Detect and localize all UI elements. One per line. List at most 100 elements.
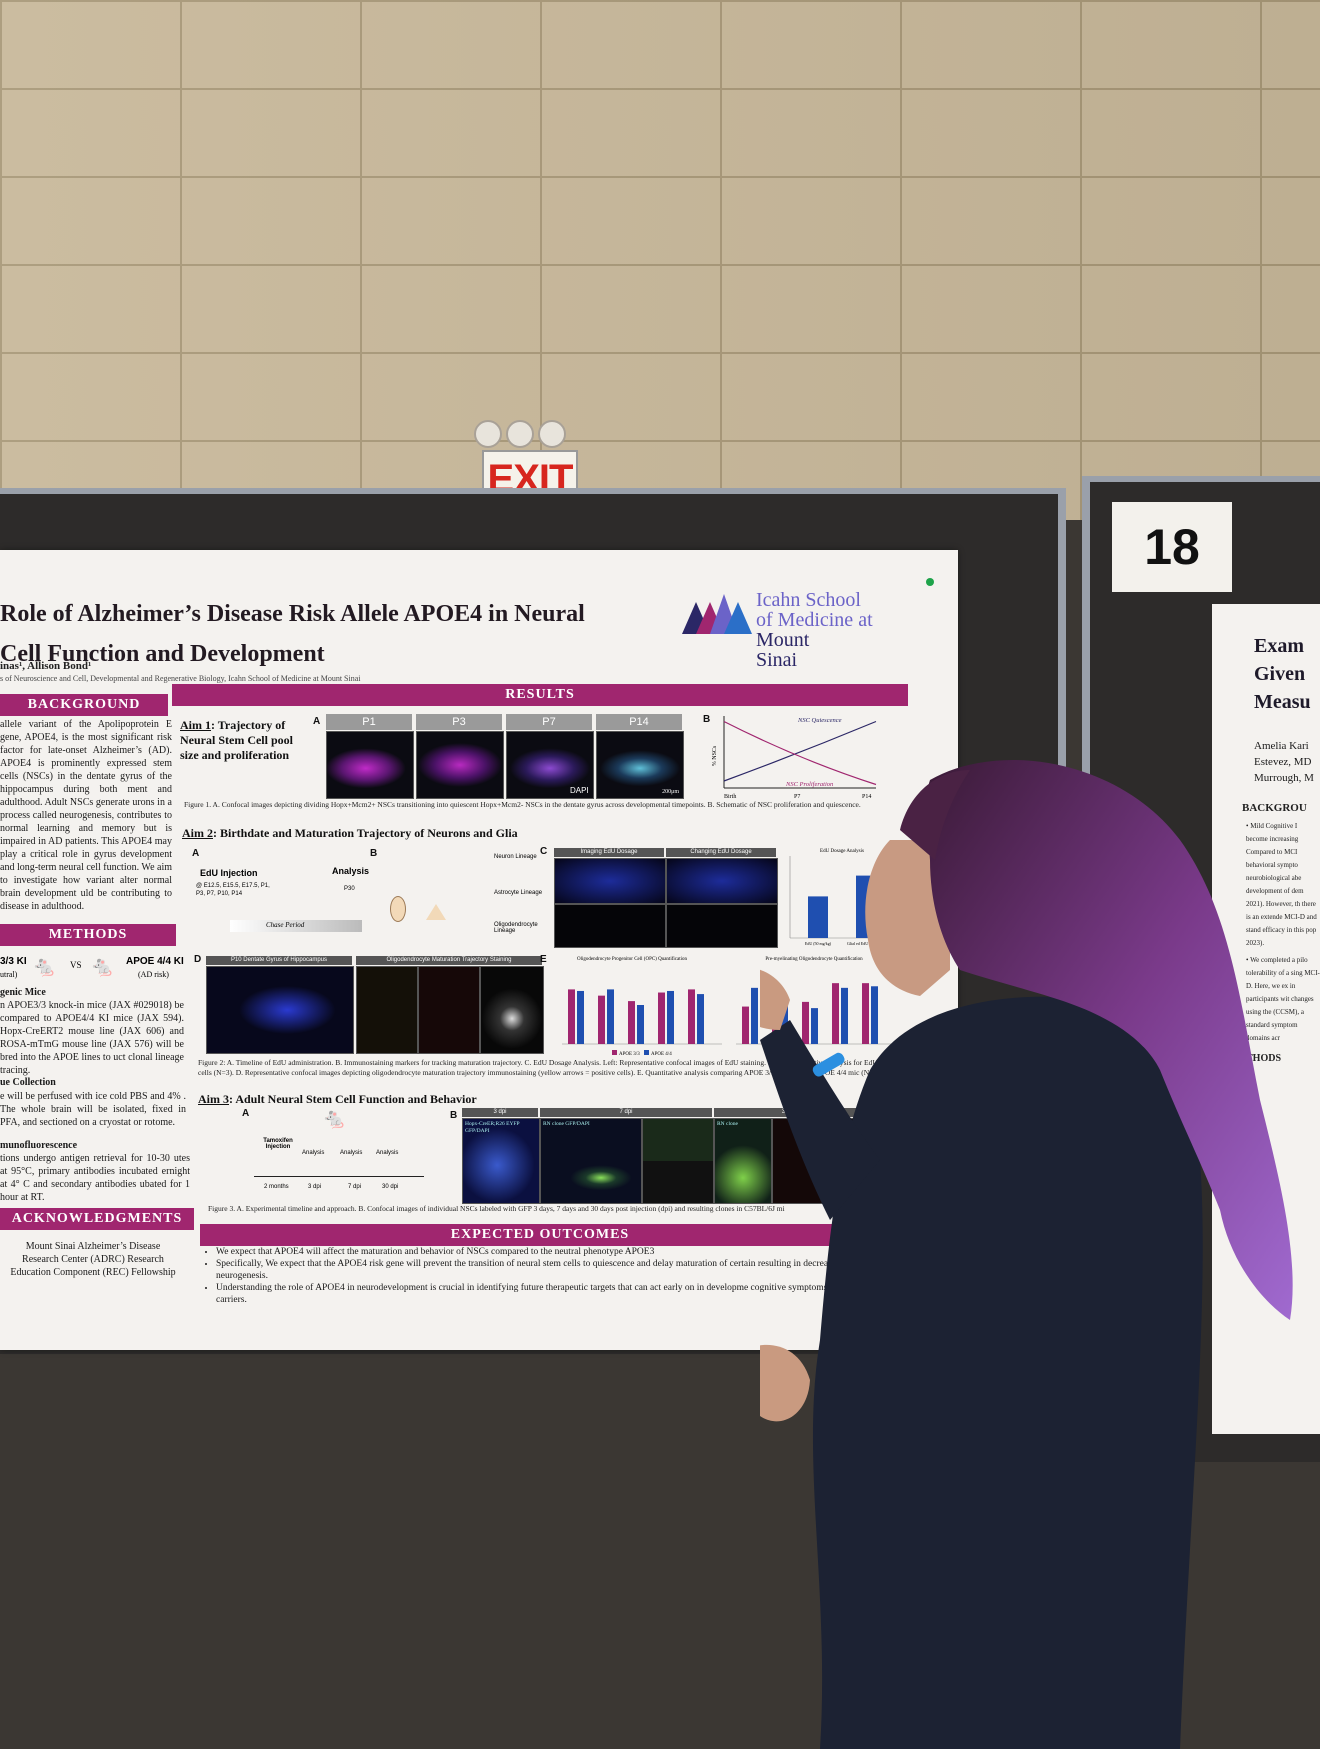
bar-apoe33 — [832, 983, 839, 1044]
aim2-prefix: Aim 2 — [182, 826, 213, 840]
nsc-schematic-chart: % NSCs NSC Quiescence NSC Proliferation … — [712, 716, 877, 800]
panel-d-label: D — [194, 954, 202, 965]
timeline-analysis-1: Analysis — [302, 1150, 325, 1156]
bar — [808, 896, 828, 938]
timeline-tamoxifen: Tamoxifen Injection — [263, 1138, 293, 1150]
push-pin — [926, 578, 934, 586]
methods-heading: METHODS — [0, 924, 176, 946]
img-7dpi-sublabel: RN clone GFP/DAPI — [543, 1121, 590, 1127]
raised-arm — [760, 1020, 880, 1220]
edu-injection-label: EdU Injection — [200, 868, 258, 878]
outcome-item-2: Specifically, We expect that the APOE4 r… — [216, 1258, 876, 1282]
bar-apoe44 — [637, 1005, 644, 1044]
emergency-lights — [474, 420, 570, 448]
poster-authors: inas¹, Allison Bond¹ — [0, 660, 92, 672]
bar-apoe33 — [598, 995, 605, 1044]
series-label-quiescence: NSC Quiescence — [797, 717, 842, 724]
dentate-gyrus-image — [206, 966, 354, 1054]
olig-image-1 — [356, 966, 418, 1054]
edu-images: Imaging EdU Dosage Changing EdU Dosage — [554, 848, 778, 948]
olig-image-3 — [480, 966, 544, 1054]
ki2-sublabel: (AD risk) — [138, 970, 169, 979]
bar-apoe44 — [811, 1008, 818, 1044]
gfp-image-7dpi-split — [642, 1118, 714, 1204]
legend-apoe44: APOE 4/4 — [651, 1052, 672, 1057]
confocal-image-p1 — [326, 731, 414, 799]
timeline-tick-7dpi: 7 dpi — [348, 1184, 362, 1190]
mouse-icon: 🐁 — [322, 1108, 347, 1130]
ki2-label: APOE 4/4 KI — [126, 956, 184, 967]
tissue-text: e will be perfused with ice cold PBS and… — [0, 1091, 186, 1128]
timeline-tick-30dpi: 30 dpi — [382, 1184, 399, 1190]
bar-apoe44 — [751, 987, 758, 1044]
figure1-caption: Figure 1. A. Confocal images depicting d… — [184, 800, 861, 809]
timeline-axis — [254, 1176, 424, 1177]
logo-line-3: Mount — [756, 629, 810, 651]
edu-times: @ E12.5, E15.5, E17.5, P1, P3, P7, P10, … — [196, 883, 270, 897]
bar-apoe33 — [742, 1006, 749, 1044]
panel-p1-label: P1 — [326, 714, 412, 730]
edu-image-2b — [666, 904, 778, 948]
bar-apoe44 — [697, 994, 704, 1044]
blouse — [812, 996, 1203, 1749]
legend-apoe33: APOE 3/3 — [619, 1052, 640, 1057]
analysis-label: Analysis — [332, 866, 370, 876]
x-tick-label: Glial ed EdU (5 mg/kg) — [847, 941, 886, 946]
confocal-image-p14: 200μm — [596, 731, 684, 799]
d-image-title-2: Oligodendrocyte Maturation Trajectory St… — [356, 956, 542, 965]
stem-cell-icon — [390, 896, 406, 922]
series-label-proliferation: NSC Proliferation — [785, 781, 833, 788]
neighbor-author-2: Estevez, MD — [1254, 756, 1312, 768]
school-logo-icon — [682, 594, 752, 634]
acknowledgments-text: Mount Sinai Alzheimer’s Disease Research… — [10, 1241, 176, 1278]
aim2-schematic: A B EdU Injection @ E12.5, E15.5, E17.5,… — [190, 846, 550, 946]
brick-wall — [0, 0, 1320, 560]
figure2-caption: Figure 2: A. Timeline of EdU administrat… — [198, 1058, 883, 1077]
timeline-tick-3dpi: 3 dpi — [308, 1184, 322, 1190]
confocal-image-p7 — [506, 731, 594, 799]
panel-p7-label: P7 — [506, 714, 592, 730]
neighbor-methods-head: THODS — [1246, 1053, 1282, 1064]
aim1-prefix: Aim 1 — [180, 718, 211, 732]
presenter-person — [760, 760, 1293, 1749]
hair — [925, 760, 1293, 1320]
olig-image-2 — [418, 966, 480, 1054]
if-heading: munofluorescence — [0, 1140, 78, 1151]
bar-apoe44 — [577, 990, 584, 1044]
x-tick-p14: P14 — [862, 794, 871, 800]
chase-period-arrow — [230, 920, 362, 932]
opc-chart-title: Oligodendrocyte Progenitor Cell (OPC) Qu… — [577, 957, 687, 962]
dapi-label: DAPI — [570, 786, 589, 795]
scale-bar-label: 200μm — [662, 789, 679, 795]
neighbor-background-head: BACKGROU — [1242, 802, 1307, 814]
outcome-item-1: We expect that APOE4 will affect the mat… — [216, 1246, 876, 1258]
panel-b-label: B — [703, 714, 711, 725]
neighbor-author-3: Murrough, M — [1254, 772, 1314, 784]
logo-line-1: Icahn School — [756, 589, 861, 611]
if-text: tions undergo antigen retrieval for 10-3… — [0, 1153, 190, 1203]
panel-p14-label: P14 — [596, 714, 682, 730]
poster-title-line2: Cell Function and Development — [0, 641, 325, 667]
neighbor-bullet-1: • Mild Cognitive I become increasing Com… — [1246, 822, 1317, 947]
d-image-title-1: P10 Dentate Gyrus of Hippocampus — [206, 956, 352, 965]
bar-apoe33 — [658, 992, 665, 1044]
aim2-title: Aim 2: Birthdate and Maturation Trajecto… — [182, 826, 518, 841]
edu-image-2a — [666, 858, 778, 904]
timeline-analysis-3: Analysis — [376, 1150, 399, 1156]
logo-line-4: Sinai — [756, 649, 798, 671]
results-heading: RESULTS — [172, 684, 908, 706]
aim3-prefix: Aim 3 — [198, 1092, 229, 1106]
dividing-cell-icon — [426, 904, 446, 920]
neighbor-title-1: Exam — [1254, 635, 1304, 657]
background-text: allele variant of the Apolipoprotein E g… — [0, 719, 173, 912]
aim3-timeline: A 🐁 Tamoxifen Injection Analysis Analysi… — [240, 1104, 430, 1200]
tissue-heading: ue Collection — [0, 1077, 56, 1088]
panel-a-label: A — [192, 848, 200, 859]
panel-e-label: E — [540, 954, 547, 965]
aim2-text: : Birthdate and Maturation Trajectory of… — [213, 826, 518, 840]
aim1-image-row: P1 P3 P7 P14 200μm DAPI — [326, 714, 684, 799]
x-tick-p7: P7 — [794, 794, 800, 800]
lineage-oligodendrocyte: Oligodendrocyte Lineage — [494, 922, 538, 934]
outcome-item-3: Understanding the role of APOE4 in neuro… — [216, 1282, 876, 1306]
edu-image-title-2: Changing EdU Dosage — [666, 848, 776, 857]
